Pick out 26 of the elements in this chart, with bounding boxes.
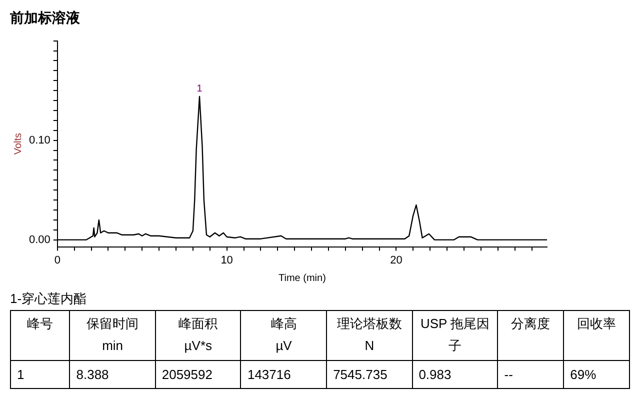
text: 理论塔板数 N [336, 315, 403, 355]
text: 1 [17, 366, 26, 384]
text: 峰号 [26, 315, 54, 333]
text: USP 拖尾因子 [419, 315, 491, 355]
chart-title: 前加标溶液 [9, 9, 81, 26]
text: 峰高 µV [270, 315, 298, 355]
text: 0.983 [418, 366, 452, 384]
x-tick-label: 20 [390, 254, 402, 266]
text: 69% [570, 366, 598, 384]
x-tick-label: 10 [220, 254, 233, 266]
text: 8.388 [76, 366, 110, 384]
text: 峰面积 µV*s [178, 315, 219, 355]
text: 回收率 [576, 315, 618, 333]
y-tick-label: 0.10 [28, 134, 50, 146]
text: 1-穿心莲内酯 [10, 290, 88, 308]
text: 7545.735 [333, 366, 388, 384]
x-tick-label: 0 [54, 254, 60, 266]
x-axis-title: Time (min) [278, 272, 326, 284]
text: -- [504, 366, 514, 384]
text: 分离度 [510, 315, 552, 333]
text: 2059592 [162, 366, 214, 384]
y-tick-label: 0.00 [28, 234, 50, 246]
annotation: 1 [196, 83, 203, 94]
text: 保留时间 min [86, 315, 140, 355]
text: 143716 [247, 366, 292, 384]
y-axis-title: Volts [12, 132, 24, 155]
